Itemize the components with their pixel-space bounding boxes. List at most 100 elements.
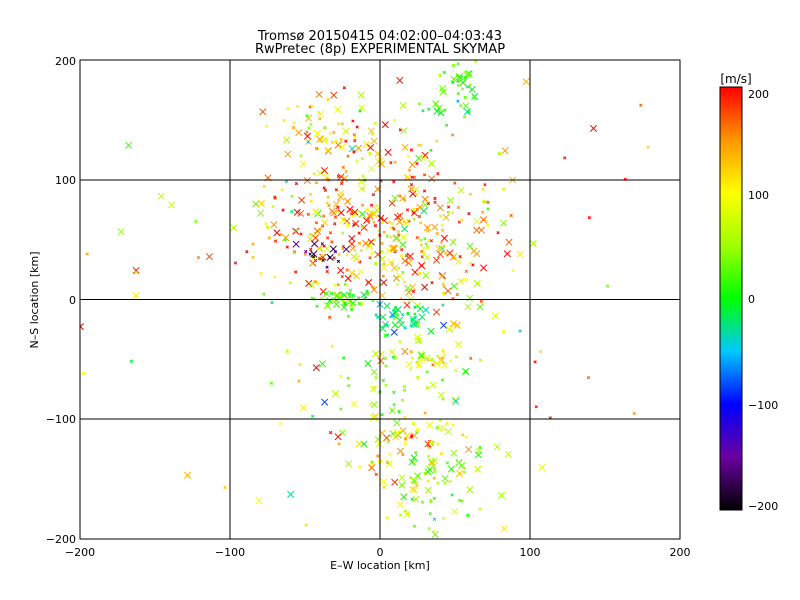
- data-point: [486, 207, 490, 211]
- data-point: [435, 244, 443, 253]
- data-point: [422, 271, 430, 280]
- data-point: [390, 264, 399, 272]
- data-point: [455, 257, 463, 265]
- colorbar-gradient: [719, 86, 743, 511]
- data-point: [320, 166, 329, 175]
- data-point: [422, 251, 426, 255]
- data-point: [313, 129, 321, 137]
- data-point: [304, 523, 308, 527]
- x-tick-label: 200: [670, 546, 691, 559]
- data-point: [420, 255, 424, 259]
- data-point: [409, 259, 413, 264]
- data-point: [351, 119, 355, 123]
- data-point: [332, 130, 336, 135]
- data-point: [388, 452, 392, 456]
- data-point: [441, 303, 445, 307]
- data-point: [316, 169, 324, 177]
- colorbar-tick-label: −200: [748, 500, 778, 513]
- data-point: [419, 221, 423, 225]
- data-point: [432, 308, 441, 316]
- data-point: [432, 466, 437, 470]
- data-point: [419, 243, 423, 247]
- data-point: [442, 291, 447, 295]
- data-point: [391, 194, 399, 202]
- data-point: [134, 271, 138, 275]
- data-point: [315, 304, 319, 308]
- data-point: [451, 80, 455, 84]
- data-point: [380, 241, 384, 245]
- data-point: [435, 104, 443, 112]
- data-point: [334, 139, 338, 144]
- data-point: [294, 270, 298, 274]
- data-point: [498, 491, 506, 499]
- data-point: [434, 360, 442, 368]
- data-point: [362, 140, 370, 149]
- data-point: [336, 259, 341, 264]
- data-point: [357, 91, 365, 99]
- data-point: [478, 358, 483, 362]
- data-point: [117, 228, 125, 236]
- data-point: [358, 210, 366, 218]
- data-point: [390, 244, 398, 252]
- y-tick-label: 100: [55, 174, 76, 187]
- data-point: [311, 104, 315, 108]
- data-point: [392, 390, 396, 394]
- data-point: [413, 315, 417, 320]
- data-point: [457, 186, 465, 194]
- data-point: [450, 282, 458, 290]
- data-point: [452, 238, 457, 242]
- data-point: [385, 247, 393, 255]
- data-point: [316, 281, 320, 285]
- data-point: [426, 454, 431, 458]
- data-point: [436, 171, 440, 176]
- data-point: [402, 280, 407, 284]
- data-point: [308, 252, 312, 256]
- data-point: [406, 512, 411, 516]
- data-point: [327, 315, 332, 320]
- data-point: [391, 355, 396, 359]
- data-point: [290, 194, 294, 198]
- data-point: [448, 479, 452, 484]
- data-point: [471, 263, 475, 267]
- data-point: [462, 470, 467, 474]
- data-point: [370, 251, 374, 256]
- data-point: [321, 135, 325, 139]
- data-point: [420, 207, 428, 215]
- data-point: [350, 304, 354, 308]
- data-point: [393, 419, 401, 427]
- data-point: [388, 225, 393, 230]
- data-point: [344, 460, 353, 468]
- data-point: [427, 160, 436, 168]
- data-point: [305, 130, 309, 134]
- data-point: [369, 203, 374, 207]
- data-point: [264, 124, 269, 128]
- data-point: [314, 221, 319, 225]
- data-point: [132, 266, 140, 275]
- data-point: [350, 400, 358, 408]
- data-point: [418, 262, 426, 270]
- data-point: [509, 213, 513, 218]
- data-point: [305, 114, 309, 118]
- data-point: [298, 362, 302, 367]
- data-point: [405, 361, 413, 369]
- data-point: [491, 312, 499, 320]
- data-point: [336, 174, 341, 179]
- data-point: [330, 344, 334, 348]
- data-point: [321, 398, 329, 406]
- data-point: [465, 445, 473, 454]
- data-point: [355, 125, 359, 129]
- data-point: [376, 315, 380, 319]
- data-point: [304, 114, 313, 122]
- data-point: [376, 454, 380, 458]
- data-point: [459, 78, 467, 87]
- data-point: [325, 201, 329, 205]
- data-point: [460, 499, 464, 503]
- data-point: [365, 289, 369, 293]
- data-point: [438, 73, 442, 78]
- data-point: [417, 323, 421, 327]
- data-point: [462, 102, 470, 110]
- data-point: [440, 223, 445, 227]
- colorbar-tick-label: −100: [748, 399, 778, 412]
- data-point: [353, 138, 357, 143]
- data-point: [251, 242, 255, 246]
